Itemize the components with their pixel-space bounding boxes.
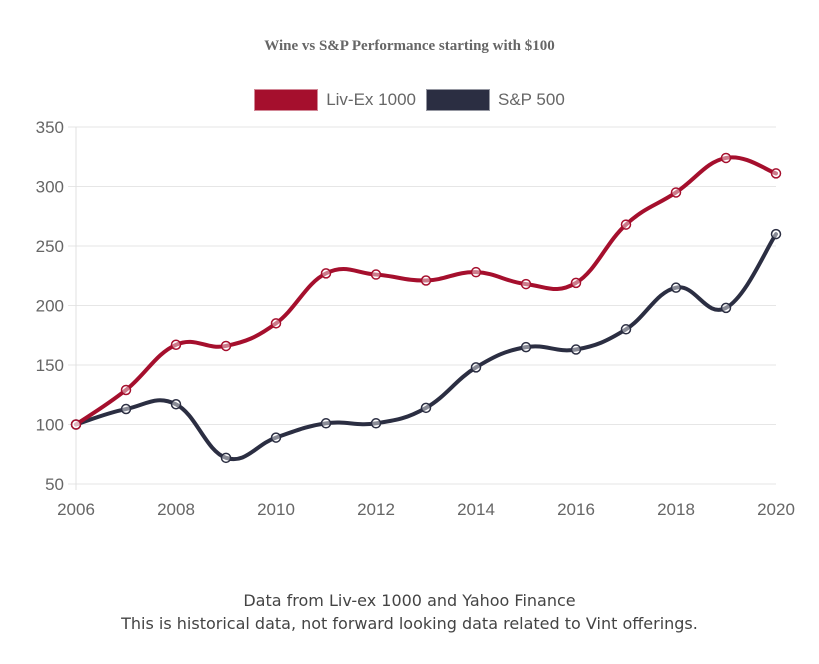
data-point-livex[interactable] [720,152,732,164]
series-line-livex [74,155,778,427]
chart-footer: Data from Liv-ex 1000 and Yahoo Finance … [0,589,819,635]
disclaimer-note: This is historical data, not forward loo… [121,614,698,633]
data-point-sp500[interactable] [620,324,632,335]
data-point-livex[interactable] [570,277,582,289]
y-tick-label: 200 [36,297,64,316]
data-point-livex[interactable] [320,268,332,279]
data-point-sp500[interactable] [170,399,182,410]
data-point-livex[interactable] [670,187,682,198]
legend-item-sp500[interactable]: S&P 500 [425,89,565,111]
data-point-livex[interactable] [370,269,382,280]
data-point-sp500[interactable] [720,302,732,314]
legend-label-livex: Liv-Ex 1000 [326,90,416,109]
y-axis: 50 100 150 200 250 300 350 [36,118,64,494]
data-point-livex[interactable] [270,318,282,329]
y-tick-label: 350 [36,118,64,137]
y-tick-label: 150 [36,356,64,375]
y-tick-label: 300 [36,178,64,197]
x-axis: 2006 2008 2010 2012 2014 2016 2018 2020 [57,500,795,519]
legend-item-livex[interactable]: Liv-Ex 1000 [254,89,416,111]
data-point-livex[interactable] [120,384,132,396]
data-point-sp500[interactable] [570,344,582,355]
legend: Liv-Ex 1000 S&P 500 [0,89,819,111]
data-point-sp500[interactable] [770,228,782,240]
source-note: Data from Liv-ex 1000 and Yahoo Finance [243,591,576,610]
series-line-sp500 [74,232,778,462]
data-point-livex[interactable] [220,340,232,352]
data-point-livex[interactable] [520,278,532,290]
data-point-livex[interactable] [170,339,182,351]
data-point-livex[interactable] [470,266,482,278]
x-tick-label: 2020 [757,500,795,519]
data-point-sp500[interactable] [320,418,332,429]
legend-label-sp500: S&P 500 [497,90,565,109]
chart-title: Wine vs S&P Performance starting with $1… [264,38,555,54]
series-lines [74,155,778,462]
data-point-sp500[interactable] [220,452,232,464]
x-tick-label: 2012 [357,500,395,519]
data-point-livex[interactable] [770,168,782,179]
y-tick-label: 100 [36,416,64,435]
data-point-livex[interactable] [70,419,82,430]
data-point-sp500[interactable] [670,282,682,293]
series-points [70,152,782,464]
data-point-livex[interactable] [420,275,432,286]
x-tick-label: 2008 [157,500,195,519]
data-point-sp500[interactable] [270,432,282,443]
y-tick-label: 250 [36,237,64,256]
data-point-sp500[interactable] [520,341,532,353]
data-point-sp500[interactable] [120,403,132,415]
y-tick-label: 50 [45,475,64,494]
x-tick-label: 2018 [657,500,695,519]
legend-swatch-livex [254,89,319,111]
x-tick-label: 2014 [457,500,495,519]
data-point-sp500[interactable] [420,402,432,414]
data-point-livex[interactable] [620,219,632,230]
x-tick-label: 2010 [257,500,295,519]
grid-lines [68,126,776,490]
data-point-sp500[interactable] [470,362,482,373]
x-tick-label: 2016 [557,500,595,519]
legend-swatch-sp500 [425,89,490,111]
x-tick-label: 2006 [57,500,95,519]
data-point-sp500[interactable] [370,418,382,429]
